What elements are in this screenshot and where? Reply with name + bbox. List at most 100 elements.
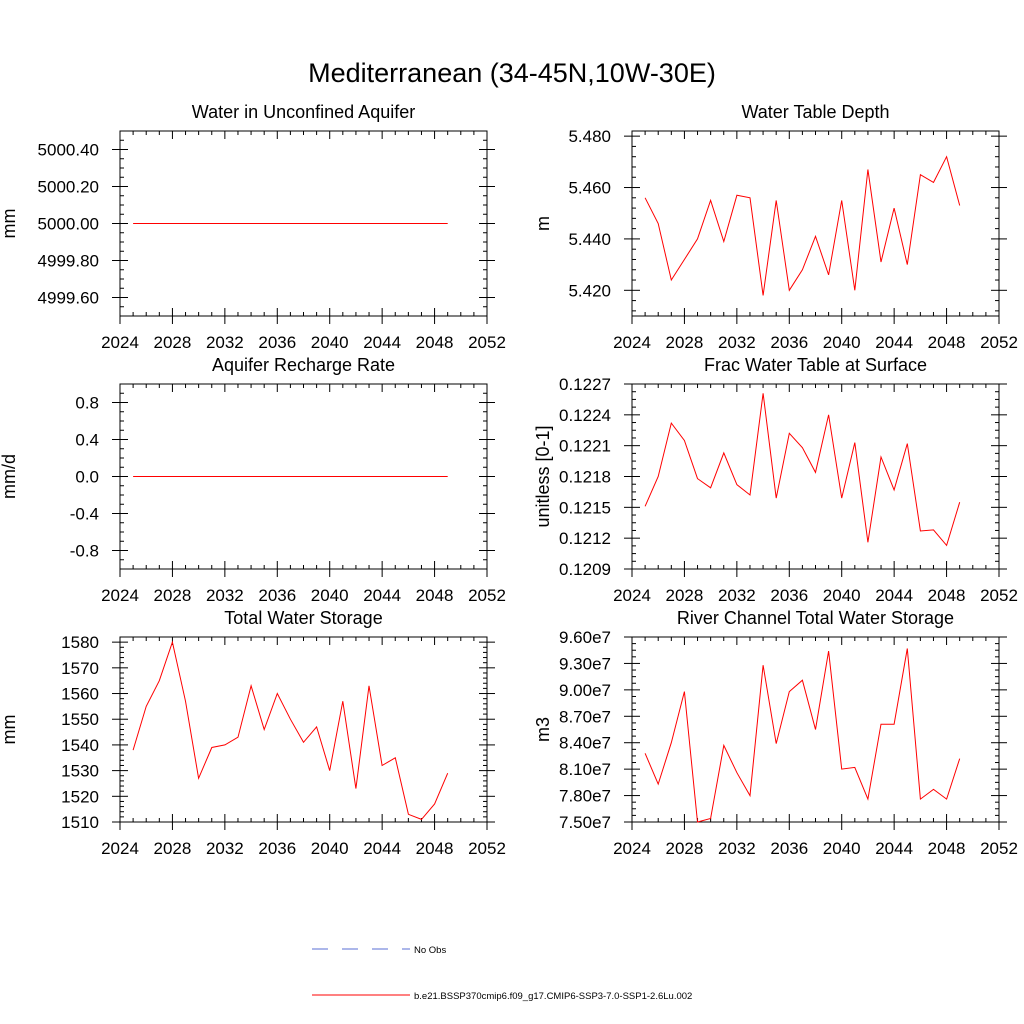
- y-tick-label: 1520: [61, 787, 99, 806]
- x-tick-label: 2036: [770, 586, 808, 605]
- x-tick-label: 2032: [206, 586, 244, 605]
- x-tick-label: 2052: [468, 839, 506, 858]
- x-tick-label: 2028: [154, 586, 192, 605]
- chart-panel-2: Water Table Depth m 2024 2028 2032 2036 2040 20…: [533, 102, 1018, 352]
- y-tick-label: 5000.00: [38, 215, 99, 234]
- y-axis-label: mm/d: [0, 454, 19, 499]
- x-tick-label: 2040: [823, 839, 861, 858]
- plot-frame: [119, 636, 488, 823]
- y-tick-label: 1540: [61, 736, 99, 755]
- chart-panel-6: River Channel Total Water Storage m3 2024 2…: [533, 608, 1018, 858]
- panels: Water in Unconfined Aquifer mm 2024 2028 203…: [0, 102, 1018, 858]
- y-tick-label: 0.4: [75, 431, 99, 450]
- panel-title: Frac Water Table at Surface: [704, 355, 927, 375]
- y-tick-label: 8.10e7: [559, 760, 611, 779]
- y-tick-label: 0.1215: [559, 498, 611, 517]
- x-tick-label: 2048: [928, 586, 966, 605]
- y-tick-label: -0.4: [70, 505, 99, 524]
- x-tick-label: 2044: [875, 586, 913, 605]
- x-tick-label: 2028: [154, 839, 192, 858]
- x-tick-label: 2032: [206, 839, 244, 858]
- x-tick-label: 2052: [980, 839, 1018, 858]
- y-tick-label: 0.1212: [559, 529, 611, 548]
- series-line: [644, 648, 961, 823]
- x-tick-label: 2036: [258, 839, 296, 858]
- legend-label-no-obs: No Obs: [414, 945, 446, 956]
- y-tick-label: 5000.40: [38, 141, 99, 160]
- y-tick-label: 0.1218: [559, 468, 611, 487]
- x-tick-label: 2052: [468, 333, 506, 352]
- y-tick-label: 5.480: [568, 127, 611, 146]
- series-line: [644, 393, 961, 547]
- x-tick-label: 2032: [718, 586, 756, 605]
- x-tick-label: 2048: [416, 839, 454, 858]
- y-tick-label: 5.420: [568, 281, 611, 300]
- y-tick-label: 0.1221: [559, 437, 611, 456]
- x-tick-label: 2040: [311, 839, 349, 858]
- y-tick-label: 7.50e7: [559, 813, 611, 832]
- y-tick-label: 5.440: [568, 230, 611, 249]
- x-tick-label: 2028: [666, 333, 704, 352]
- x-tick-label: 2052: [468, 586, 506, 605]
- figure-title: Mediterranean (34-45N,10W-30E): [308, 58, 716, 88]
- x-tick-label: 2048: [928, 839, 966, 858]
- panel-title: River Channel Total Water Storage: [677, 608, 954, 628]
- x-tick-label: 2028: [154, 333, 192, 352]
- chart-panel-5: Total Water Storage mm 2024 2028 2032 2036 204…: [0, 608, 506, 858]
- x-tick-label: 2024: [101, 333, 139, 352]
- x-tick-label: 2040: [823, 586, 861, 605]
- chart-panel-1: Water in Unconfined Aquifer mm 2024 2028 203…: [0, 102, 506, 352]
- y-axis-label: mm: [0, 209, 19, 239]
- x-tick-label: 2024: [613, 839, 651, 858]
- x-tick-label: 2052: [980, 333, 1018, 352]
- y-axis-label: m3: [533, 717, 553, 742]
- x-tick-label: 2044: [363, 839, 401, 858]
- y-tick-label: 8.40e7: [559, 734, 611, 753]
- x-tick-label: 2024: [101, 839, 139, 858]
- x-tick-label: 2032: [718, 839, 756, 858]
- panel-title: Water in Unconfined Aquifer: [192, 102, 415, 122]
- y-tick-label: 5.460: [568, 179, 611, 198]
- y-tick-label: 5000.20: [38, 178, 99, 197]
- y-tick-label: 1570: [61, 659, 99, 678]
- x-tick-label: 2028: [666, 839, 704, 858]
- y-tick-label: 0.1224: [559, 406, 611, 425]
- x-tick-label: 2032: [718, 333, 756, 352]
- x-tick-label: 2036: [770, 839, 808, 858]
- x-tick-label: 2032: [206, 333, 244, 352]
- x-tick-label: 2024: [613, 586, 651, 605]
- y-tick-label: -0.8: [70, 542, 99, 561]
- x-tick-label: 2044: [363, 333, 401, 352]
- panel-title: Aquifer Recharge Rate: [212, 355, 395, 375]
- x-tick-label: 2044: [875, 839, 913, 858]
- y-tick-label: 1560: [61, 685, 99, 704]
- y-tick-label: 0.8: [75, 394, 99, 413]
- x-tick-label: 2044: [875, 333, 913, 352]
- y-tick-label: 0.1227: [559, 375, 611, 394]
- series-line: [644, 155, 961, 296]
- y-tick-label: 1510: [61, 813, 99, 832]
- x-tick-label: 2048: [416, 333, 454, 352]
- y-tick-label: 0.1209: [559, 560, 611, 579]
- y-tick-label: 1550: [61, 710, 99, 729]
- x-tick-label: 2040: [311, 586, 349, 605]
- y-tick-label: 4999.60: [38, 289, 99, 308]
- chart-panel-4: Frac Water Table at Surface unitless [0-1…: [533, 355, 1018, 605]
- panel-title: Water Table Depth: [741, 102, 889, 122]
- x-tick-label: 2040: [823, 333, 861, 352]
- series-line: [132, 640, 449, 820]
- x-tick-label: 2036: [258, 333, 296, 352]
- x-tick-label: 2052: [980, 586, 1018, 605]
- x-tick-label: 2036: [770, 333, 808, 352]
- x-tick-label: 2028: [666, 586, 704, 605]
- y-axis-label: mm: [0, 715, 19, 745]
- y-tick-label: 9.30e7: [559, 654, 611, 673]
- y-tick-label: 8.70e7: [559, 707, 611, 726]
- y-tick-label: 4999.80: [38, 252, 99, 271]
- chart-panel-3: Aquifer Recharge Rate mm/d 2024 2028 2032 203…: [0, 355, 506, 605]
- legend-label-model: b.e21.BSSP370cmip6.f09_g17.CMIP6-SSP3-7.…: [414, 991, 692, 1002]
- y-axis-label: m: [533, 216, 553, 231]
- y-tick-label: 1530: [61, 762, 99, 781]
- x-tick-label: 2040: [311, 333, 349, 352]
